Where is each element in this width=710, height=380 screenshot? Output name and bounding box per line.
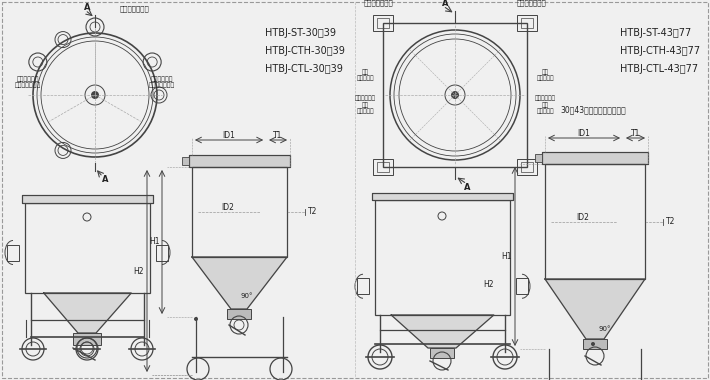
Bar — [545, 164, 645, 279]
Bar — [192, 167, 287, 257]
Text: ストッパー付
自在キャスター: ストッパー付 自在キャスター — [149, 76, 175, 88]
Bar — [377, 162, 389, 172]
Text: HTBJ-CTH-43〜77: HTBJ-CTH-43〜77 — [620, 46, 700, 56]
Text: 固定キャスター: 固定キャスター — [364, 0, 393, 6]
Bar — [182, 157, 189, 165]
Bar — [542, 152, 648, 164]
Text: 90°: 90° — [241, 293, 253, 299]
Bar — [516, 278, 528, 294]
Text: ストッパー付
自在
キャスター: ストッパー付 自在 キャスター — [535, 96, 555, 114]
Bar — [189, 155, 290, 167]
Bar — [7, 244, 19, 261]
Text: 自在キャスター: 自在キャスター — [120, 6, 150, 12]
Bar — [373, 159, 393, 175]
Bar — [535, 154, 542, 162]
Polygon shape — [44, 293, 131, 333]
Text: A: A — [102, 174, 108, 184]
Bar — [521, 18, 533, 28]
Text: HTBJ-ST-30〜39: HTBJ-ST-30〜39 — [265, 28, 336, 38]
Bar — [430, 348, 454, 358]
Text: H1: H1 — [149, 238, 159, 247]
Text: HTBJ-CTH-30〜39: HTBJ-CTH-30〜39 — [265, 46, 345, 56]
Bar — [517, 15, 537, 31]
Text: 90°: 90° — [599, 326, 611, 332]
Polygon shape — [545, 279, 645, 339]
Text: ID2: ID2 — [577, 213, 589, 222]
Text: A: A — [464, 182, 470, 192]
Bar — [517, 159, 537, 175]
Text: A: A — [84, 3, 90, 11]
Text: HTBJ-ST-43〜77: HTBJ-ST-43〜77 — [620, 28, 692, 38]
Text: ストッパー付
自在キャスター: ストッパー付 自在キャスター — [15, 76, 41, 88]
Circle shape — [194, 317, 198, 321]
Bar — [377, 18, 389, 28]
Bar — [227, 309, 251, 319]
Text: T1: T1 — [630, 128, 640, 138]
Text: ID2: ID2 — [222, 204, 234, 212]
Text: 固定キャスター: 固定キャスター — [517, 0, 547, 6]
Text: H2: H2 — [484, 280, 494, 289]
Text: T2: T2 — [308, 207, 317, 217]
Text: HTBJ-CTL-30〜39: HTBJ-CTL-30〜39 — [265, 64, 343, 74]
Text: HTBJ-CTL-43〜77: HTBJ-CTL-43〜77 — [620, 64, 698, 74]
Bar — [189, 155, 290, 167]
Bar — [22, 195, 153, 203]
Circle shape — [591, 342, 595, 346]
Text: 自在
キャスター: 自在 キャスター — [356, 69, 373, 81]
Text: ID1: ID1 — [223, 130, 236, 139]
Bar — [373, 15, 393, 31]
Text: 30〜43サイズは取っ手付き: 30〜43サイズは取っ手付き — [560, 105, 626, 114]
Bar — [521, 162, 533, 172]
Bar — [372, 193, 513, 200]
Circle shape — [451, 91, 459, 99]
Text: T2: T2 — [666, 217, 676, 226]
Bar — [357, 278, 369, 294]
Polygon shape — [391, 315, 493, 348]
Text: 自在
キャスター: 自在 キャスター — [536, 69, 554, 81]
Text: A: A — [442, 0, 448, 8]
Bar — [583, 339, 607, 349]
Bar — [542, 152, 648, 164]
Text: T1: T1 — [273, 130, 283, 139]
Text: ストッパー付
自在
キャスター: ストッパー付 自在 キャスター — [354, 96, 376, 114]
Text: H2: H2 — [133, 266, 144, 276]
Circle shape — [91, 91, 99, 99]
Bar — [22, 195, 153, 203]
Bar — [372, 193, 513, 200]
Text: H1: H1 — [502, 252, 512, 261]
Bar — [375, 200, 510, 315]
Text: ID1: ID1 — [577, 128, 591, 138]
Bar — [156, 244, 168, 261]
Bar — [383, 23, 527, 167]
Bar — [73, 333, 101, 345]
Bar — [25, 203, 150, 293]
Polygon shape — [192, 257, 287, 309]
